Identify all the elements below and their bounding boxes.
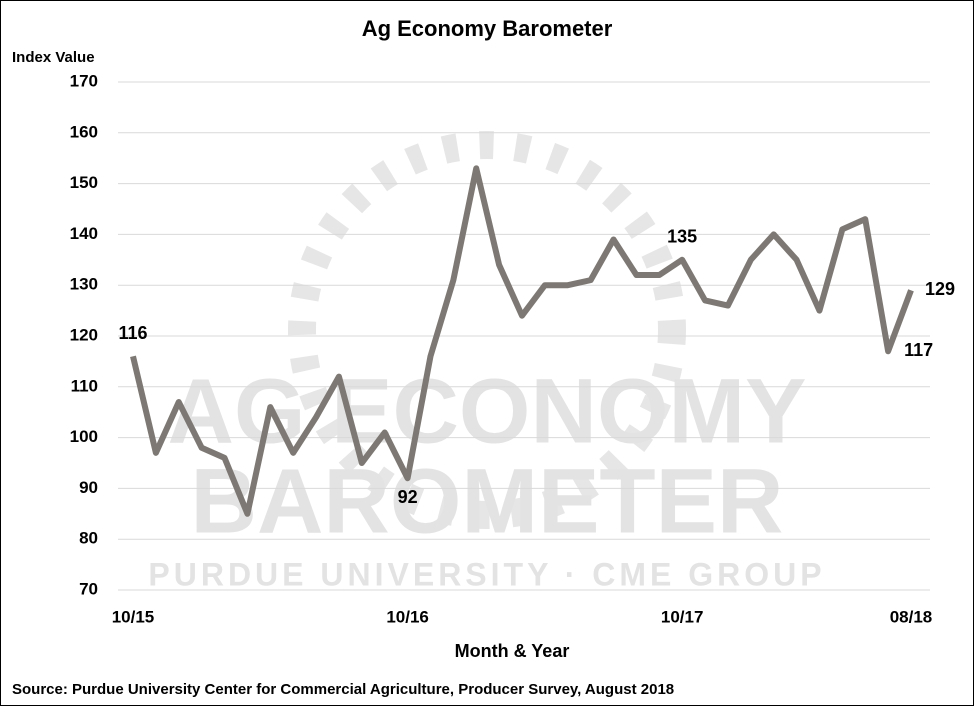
- y-tick-label: 70: [79, 579, 98, 598]
- watermark-text: BAROMETER: [191, 450, 784, 552]
- x-tick-label: 10/16: [386, 607, 429, 626]
- data-label: 92: [398, 487, 418, 507]
- y-tick-label: 90: [79, 478, 98, 497]
- x-tick-label: 08/18: [890, 607, 933, 626]
- y-tick-label: 140: [70, 224, 98, 243]
- source: Source: Purdue University Center for Com…: [12, 681, 674, 698]
- y-tick-label: 150: [70, 173, 98, 192]
- data-label: 135: [667, 227, 697, 247]
- y-tick-label: 100: [70, 427, 98, 446]
- line: [130, 165, 914, 517]
- y-tick-label: 170: [70, 71, 98, 90]
- data-label: 117: [904, 340, 933, 360]
- watermark: AG ECONOMY BAROMETER PURDUE UNIVERSITY ·…: [148, 131, 825, 592]
- y-tick-label: 130: [70, 275, 98, 294]
- y-axis-label: Index Value: [12, 49, 95, 66]
- x-tick-label: 10/17: [661, 607, 704, 626]
- y-tick-label: 110: [71, 376, 98, 395]
- watermark-gauge: [288, 131, 686, 529]
- watermark-text: PURDUE UNIVERSITY · CME GROUP: [148, 556, 825, 592]
- x-axis-label: Month & Year: [455, 641, 570, 661]
- y-tick-label: 80: [79, 529, 98, 548]
- data-label: 116: [118, 323, 147, 343]
- y-tick-label: 120: [70, 325, 98, 344]
- y-tick-label: 160: [70, 122, 98, 141]
- x-tick-label: 10/15: [112, 607, 155, 626]
- data-label: 129: [925, 279, 955, 299]
- chart-title: Ag Economy Barometer: [362, 16, 613, 41]
